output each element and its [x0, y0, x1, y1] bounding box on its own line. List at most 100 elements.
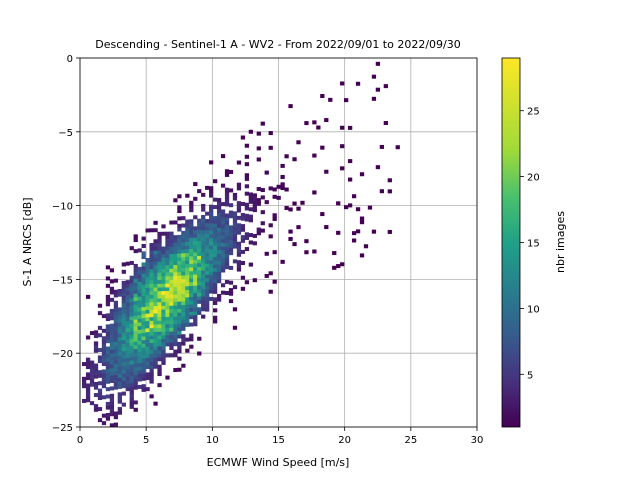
heatmap-cell: [129, 290, 134, 295]
heatmap-cell: [129, 353, 134, 358]
heatmap-cell: [85, 398, 91, 403]
heatmap-cell: [300, 200, 305, 205]
heatmap-cell: [181, 326, 186, 331]
heatmap-cell: [93, 393, 99, 398]
heatmap-cell: [205, 244, 210, 249]
heatmap-cell: [165, 316, 170, 321]
heatmap-cell: [137, 348, 142, 353]
heatmap-cell: [232, 237, 238, 242]
heatmap-cell: [109, 404, 115, 409]
heatmap-cell: [149, 335, 154, 340]
heatmap-cell: [256, 146, 261, 151]
heatmap-cell: [185, 315, 190, 320]
heatmap-cell: [181, 293, 186, 298]
heatmap-cell: [133, 381, 138, 386]
heatmap-cell: [173, 308, 178, 313]
heatmap-cell: [125, 287, 130, 292]
heatmap-cell: [149, 364, 154, 369]
heatmap-cell: [149, 287, 154, 292]
heatmap-cell: [244, 280, 250, 285]
heatmap-cell: [141, 358, 146, 363]
heatmap-cell: [189, 200, 194, 205]
heatmap-cell: [220, 183, 226, 188]
heatmap-cells: [81, 61, 400, 427]
heatmap-cell: [193, 196, 198, 201]
heatmap-cell: [209, 223, 214, 228]
heatmap-cell: [165, 272, 170, 277]
heatmap-cell: [105, 353, 111, 358]
heatmap-cell: [109, 408, 115, 413]
heatmap-cell: [169, 253, 174, 258]
heatmap-cell: [157, 265, 162, 270]
heatmap-cell: [336, 264, 341, 269]
heatmap-cell: [93, 330, 99, 335]
heatmap-cell: [97, 355, 103, 360]
x-tick-label: 25: [404, 435, 417, 446]
heatmap-cell: [173, 331, 178, 336]
heatmap-cell: [185, 293, 190, 298]
heatmap-cell: [129, 356, 134, 361]
heatmap-cell: [256, 198, 261, 203]
heatmap-cell: [220, 235, 226, 240]
heatmap-cell: [280, 186, 285, 191]
heatmap-cell: [193, 230, 198, 235]
heatmap-cell: [153, 401, 158, 406]
heatmap-cell: [228, 243, 234, 248]
heatmap-cell: [109, 342, 115, 347]
heatmap-cell: [232, 215, 238, 220]
heatmap-cell: [161, 268, 166, 273]
heatmap-cell: [125, 383, 130, 388]
heatmap-cell: [344, 98, 349, 103]
heatmap-cell: [276, 184, 281, 189]
heatmap-cell: [185, 234, 190, 239]
heatmap-cell: [340, 144, 345, 149]
heatmap-cell: [216, 293, 222, 298]
heatmap-cell: [232, 226, 238, 231]
heatmap-cell: [193, 296, 198, 301]
heatmap-cell: [387, 189, 392, 194]
heatmap-cell: [97, 373, 103, 378]
heatmap-cell: [224, 265, 230, 270]
heatmap-cell: [129, 323, 134, 328]
heatmap-cell: [121, 362, 126, 367]
heatmap-cell: [113, 348, 119, 353]
heatmap-cell: [169, 312, 174, 317]
heatmap-cell: [280, 163, 285, 168]
heatmap-cell: [205, 226, 210, 231]
heatmap-cell: [117, 384, 122, 389]
heatmap-cell: [109, 316, 115, 321]
heatmap-cell: [149, 342, 154, 347]
heatmap-cell: [177, 264, 182, 269]
heatmap-cell: [220, 224, 226, 229]
heatmap-cell: [145, 361, 150, 366]
heatmap-cell: [169, 331, 174, 336]
heatmap-cell: [129, 397, 134, 402]
heatmap-cell: [109, 371, 115, 376]
heatmap-cell: [161, 320, 166, 325]
heatmap-cell: [89, 401, 95, 406]
heatmap-cell: [157, 246, 162, 251]
heatmap-cell: [268, 145, 273, 150]
heatmap-cell: [193, 255, 198, 260]
heatmap-cell: [97, 396, 103, 400]
heatmap-cell: [133, 370, 138, 375]
heatmap-cell: [189, 333, 194, 338]
heatmap-cell: [145, 291, 150, 296]
heatmap-cell: [363, 244, 369, 249]
heatmap-cell: [153, 342, 158, 347]
heatmap-cell: [197, 310, 202, 315]
heatmap-cell: [153, 239, 158, 244]
heatmap-cell: [117, 314, 122, 319]
heatmap-cell: [93, 363, 99, 368]
heatmap-cell: [149, 272, 154, 277]
heatmap-cell: [105, 283, 111, 288]
heatmap-cell: [101, 343, 107, 348]
heatmap-cell: [101, 373, 107, 378]
heatmap-cell: [161, 272, 166, 277]
heatmap-cell: [205, 281, 210, 286]
heatmap-cell: [137, 373, 142, 378]
heatmap-cell: [197, 285, 202, 290]
heatmap-cell: [201, 296, 206, 301]
heatmap-cell: [101, 380, 107, 385]
heatmap-cell: [244, 213, 250, 218]
